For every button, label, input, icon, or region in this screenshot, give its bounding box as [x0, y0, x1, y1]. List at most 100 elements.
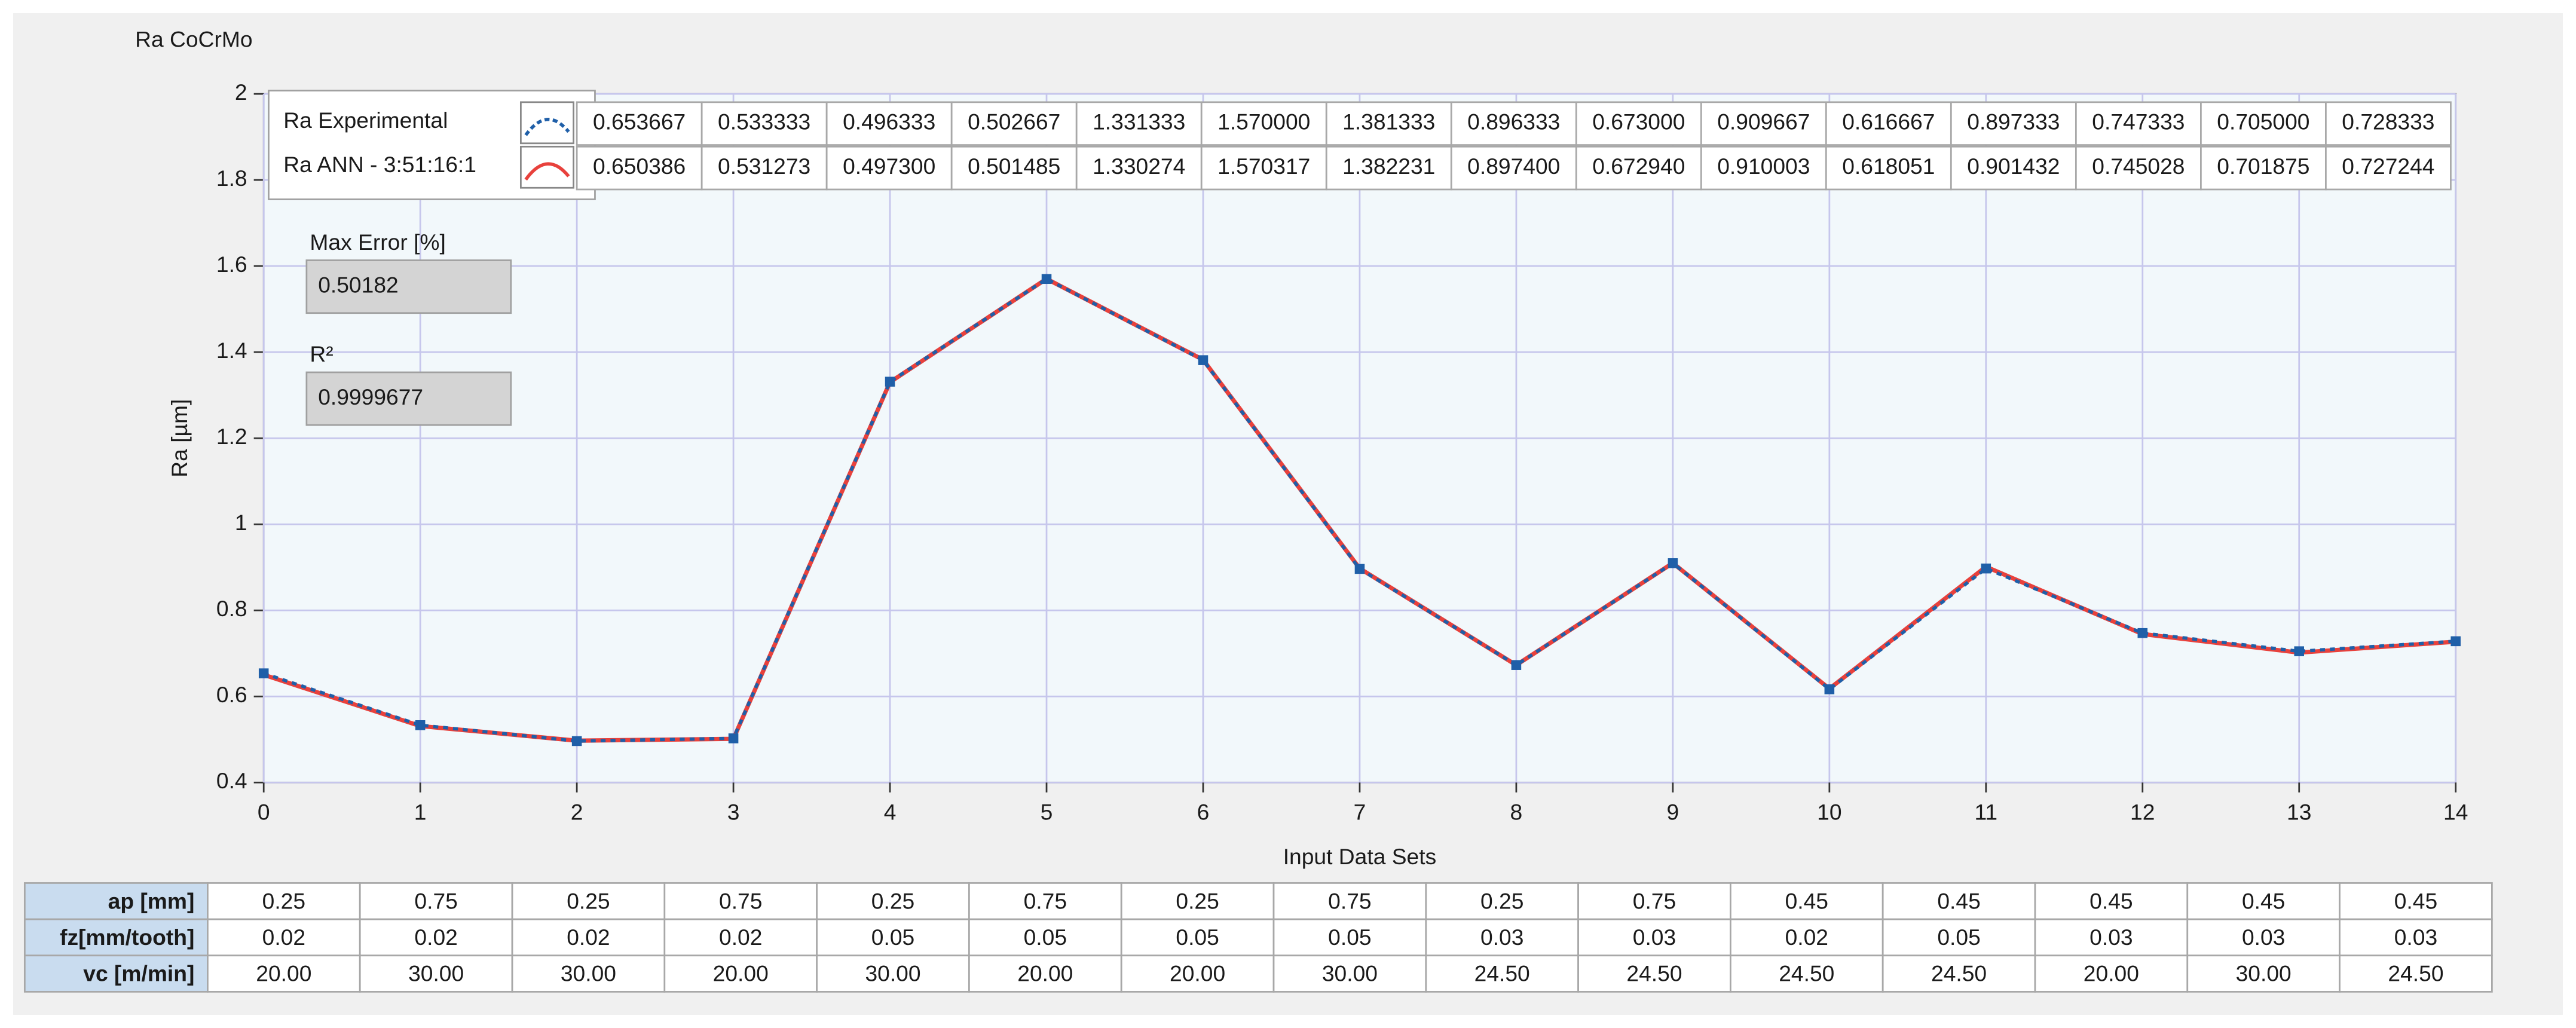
- table-cell: [700, 145, 828, 191]
- table-cell: [1700, 145, 1827, 191]
- table-cell: [1881, 918, 2036, 957]
- point-marker: [1668, 558, 1678, 568]
- value-label: 0.728333: [2342, 109, 2434, 134]
- table-cell: [359, 918, 513, 957]
- row-header: ap [mm]: [108, 888, 195, 913]
- table-value: 0.02: [414, 925, 457, 950]
- table-value: 0.02: [567, 925, 610, 950]
- table-cell: [1577, 882, 1731, 920]
- table-value: 0.03: [2242, 925, 2285, 950]
- table-cell: [1200, 145, 1327, 191]
- table-cell: [1825, 145, 1952, 191]
- table-value: 20.00: [1017, 961, 1073, 986]
- y-tick-label: 2: [235, 79, 247, 105]
- value-label: 1.331333: [1093, 109, 1185, 134]
- table-value: 0.75: [1328, 888, 1371, 913]
- table-value: 0.25: [567, 888, 610, 913]
- table-cell: [1950, 101, 2077, 146]
- table-cell: [2325, 101, 2452, 146]
- x-tick-label: 12: [2130, 799, 2155, 824]
- table-cell: [1075, 101, 1203, 146]
- y-tick-label: 0.8: [216, 596, 247, 621]
- table-cell: [207, 882, 361, 920]
- table-cell: [2339, 954, 2493, 993]
- table-value: 0.02: [1785, 925, 1828, 950]
- table-cell: [1272, 918, 1427, 957]
- table-cell: [2034, 954, 2189, 993]
- y-tick-label: 0.6: [216, 682, 247, 707]
- table-cell: [1325, 101, 1452, 146]
- table-value: 0.75: [414, 888, 457, 913]
- table-value: 0.03: [1633, 925, 1676, 950]
- table-value: 0.03: [1480, 925, 1523, 950]
- point-marker: [2450, 636, 2461, 647]
- indicator-label: Max Error [%]: [310, 230, 445, 255]
- value-label: 1.570000: [1217, 109, 1310, 134]
- chart-title: Ra CoCrMo: [135, 27, 252, 52]
- table-value: 0.03: [2394, 925, 2437, 950]
- value-label: 0.502667: [968, 109, 1060, 134]
- indicator-value: 0.9999677: [318, 384, 423, 409]
- y-tick-label: 1.8: [216, 166, 247, 191]
- row-header-cell: [23, 918, 209, 957]
- value-label: 0.496333: [843, 109, 935, 134]
- x-axis-label: Input Data Sets: [1283, 844, 1437, 869]
- table-cell: [207, 918, 361, 957]
- table-cell: [207, 954, 361, 993]
- value-label: 1.381333: [1342, 109, 1435, 134]
- x-tick-label: 8: [1510, 799, 1523, 824]
- table-value: 24.50: [2388, 961, 2443, 986]
- table-cell: [968, 918, 1122, 957]
- y-axis-label: Ra [µm]: [167, 399, 192, 478]
- y-tick-label: 1.4: [216, 338, 247, 363]
- x-tick-label: 10: [1817, 799, 1841, 824]
- value-label: 0.897400: [1467, 154, 1560, 179]
- table-value: 0.05: [1328, 925, 1371, 950]
- table-cell: [663, 918, 818, 957]
- table-cell: [1425, 954, 1579, 993]
- value-label: 0.531273: [718, 154, 810, 179]
- table-value: 24.50: [1626, 961, 1682, 986]
- table-value: 0.75: [1024, 888, 1067, 913]
- table-value: 30.00: [1322, 961, 1378, 986]
- table-value: 0.25: [871, 888, 914, 913]
- point-marker: [728, 733, 739, 744]
- point-marker: [1981, 563, 1991, 574]
- value-label: 0.909667: [1717, 109, 1810, 134]
- x-tick-label: 3: [727, 799, 740, 824]
- point-marker: [1824, 684, 1835, 694]
- table-value: 0.45: [2394, 888, 2437, 913]
- table-value: 0.45: [2089, 888, 2133, 913]
- table-cell: [2186, 882, 2341, 920]
- table-value: 20.00: [2084, 961, 2139, 986]
- legend-swatch-box: [519, 101, 574, 145]
- value-label: 1.330274: [1093, 154, 1185, 179]
- table-cell: [1200, 101, 1327, 146]
- table-value: 0.75: [1633, 888, 1676, 913]
- value-label: 0.653667: [593, 109, 686, 134]
- table-cell: [1272, 882, 1427, 920]
- x-tick-label: 9: [1667, 799, 1679, 824]
- table-value: 0.03: [2089, 925, 2133, 950]
- x-tick-label: 6: [1197, 799, 1210, 824]
- table-value: 0.05: [1176, 925, 1219, 950]
- point-marker: [1198, 355, 1209, 365]
- value-label: 1.382231: [1342, 154, 1435, 179]
- x-tick-label: 0: [258, 799, 270, 824]
- table-cell: [511, 882, 666, 920]
- point-marker: [1511, 660, 1522, 670]
- value-label: 0.727244: [2342, 154, 2434, 179]
- table-cell: [1730, 954, 1884, 993]
- x-tick-label: 7: [1354, 799, 1366, 824]
- value-label: 1.570317: [1217, 154, 1310, 179]
- table-cell: [816, 918, 970, 957]
- x-tick-label: 4: [884, 799, 897, 824]
- indicator-box: [305, 259, 512, 314]
- table-value: 0.25: [1176, 888, 1219, 913]
- value-label: 0.650386: [593, 154, 686, 179]
- table-cell: [950, 101, 1078, 146]
- indicator-value: 0.50182: [318, 272, 399, 297]
- legend-label: Ra ANN - 3:51:16:1: [283, 152, 476, 177]
- point-marker: [2137, 628, 2148, 638]
